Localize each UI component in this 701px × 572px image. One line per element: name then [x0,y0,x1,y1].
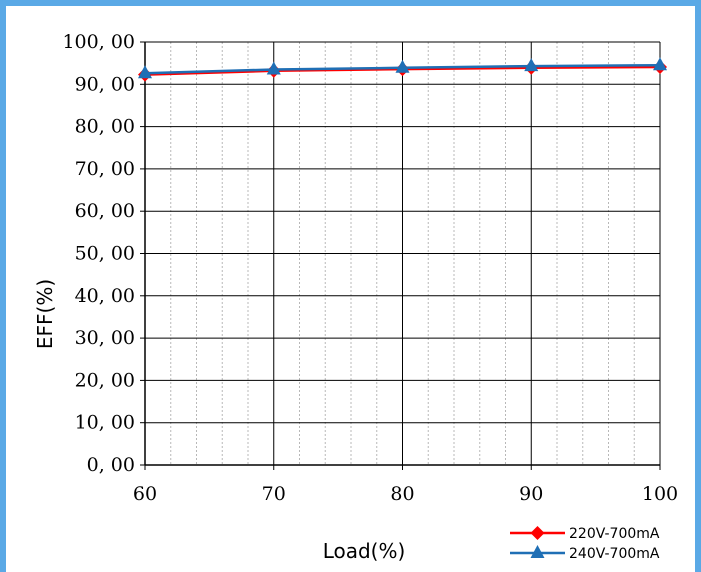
y-tick-label: 30, 00 [75,327,135,349]
y-tick-label: 0, 00 [87,454,135,476]
legend-marker [530,545,545,558]
x-tick-label: 80 [390,483,414,505]
y-tick-label: 80, 00 [75,116,135,138]
y-tick-label: 40, 00 [75,285,135,307]
legend: 220V-700mA 240V-700mA [510,526,660,562]
legend-label: 240V-700mA [569,546,660,562]
y-tick-label: 60, 00 [75,200,135,222]
minor-gridlines [170,42,635,465]
x-tick-label: 60 [133,483,157,505]
x-axis-title: Load(%) [323,539,406,563]
y-tick-label: 70, 00 [75,158,135,180]
data-series [138,57,667,82]
axes [140,41,661,470]
y-tick-label: 50, 00 [75,243,135,265]
y-tick-label: 20, 00 [75,369,135,391]
y-tick-label: 90, 00 [75,73,135,95]
major-gridlines [145,41,661,465]
y-tick-labels: 0, 00 10, 00 20, 00 30, 00 40, 00 50, 00 60, 0… [62,31,135,476]
x-tick-label: 100 [642,483,678,505]
data-point [524,58,539,72]
y-tick-label: 10, 00 [75,412,135,434]
data-point [266,61,281,75]
x-tick-label: 70 [262,483,286,505]
x-tick-label: 90 [519,483,543,505]
series-2 [138,57,667,79]
legend-label: 220V-700mA [569,526,660,542]
legend-marker [530,526,545,540]
data-point [395,59,410,73]
data-point [653,57,667,71]
x-tick-labels: 60 70 80 90 100 [133,483,678,505]
data-point [138,65,152,79]
y-axis-title: EFF(%) [33,279,57,349]
legend-item: 220V-700mA [510,526,660,542]
y-tick-label: 100, 00 [62,31,135,53]
legend-item: 240V-700mA [510,545,660,562]
